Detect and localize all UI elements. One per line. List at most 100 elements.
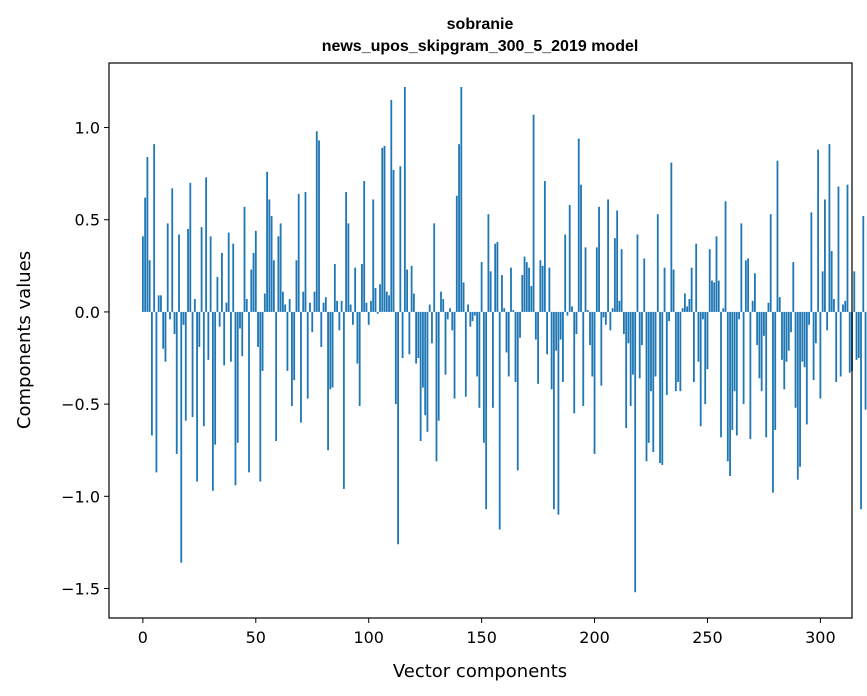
bar	[613, 238, 616, 312]
bar	[693, 311, 695, 382]
bar	[530, 286, 533, 312]
bar	[571, 306, 573, 312]
bar	[399, 166, 402, 312]
bar	[550, 311, 553, 390]
bar	[431, 311, 433, 344]
bar	[331, 311, 334, 388]
bar	[753, 273, 756, 312]
bar	[496, 241, 499, 312]
bar	[853, 271, 856, 312]
x-axis-label: Vector components	[393, 661, 567, 682]
bar	[776, 160, 779, 312]
bar	[394, 311, 397, 405]
bar	[166, 223, 169, 312]
bar	[180, 311, 183, 563]
bar	[157, 295, 160, 312]
bar	[607, 199, 609, 312]
bar	[564, 234, 567, 312]
bar	[503, 308, 506, 312]
bar	[288, 299, 291, 312]
bar	[645, 311, 648, 462]
bar	[627, 311, 630, 344]
bar	[528, 267, 530, 312]
bar	[787, 311, 790, 351]
bar	[729, 311, 731, 477]
bar	[625, 311, 628, 429]
bar	[171, 188, 174, 312]
bar	[259, 311, 262, 482]
bar	[763, 311, 765, 336]
bar	[191, 311, 194, 418]
bar	[230, 311, 232, 362]
bar	[313, 291, 316, 312]
bar	[604, 311, 607, 325]
bar	[352, 311, 354, 325]
bar	[636, 234, 639, 312]
bar	[370, 300, 372, 312]
bar	[329, 311, 332, 390]
bar	[196, 311, 198, 482]
bar	[300, 311, 302, 423]
bar	[717, 280, 720, 312]
bar	[586, 310, 589, 312]
bar	[361, 263, 363, 312]
bar	[449, 308, 451, 312]
bar	[494, 243, 497, 312]
bar	[767, 302, 770, 312]
bar	[819, 311, 822, 399]
bar	[672, 269, 675, 312]
x-tick-label: 250	[692, 628, 723, 647]
bar	[469, 311, 472, 327]
y-tick-label: 0.5	[75, 211, 100, 230]
bar	[699, 311, 702, 427]
bar	[812, 311, 815, 381]
bar	[467, 304, 469, 312]
bar	[451, 311, 454, 331]
bar	[548, 267, 551, 312]
bar	[239, 311, 241, 329]
bar	[164, 311, 167, 362]
bar	[751, 300, 754, 312]
bar	[557, 311, 560, 515]
bar	[611, 308, 614, 312]
bar	[686, 306, 689, 312]
bar	[720, 311, 722, 438]
bar	[740, 223, 743, 312]
bar	[245, 299, 248, 312]
x-tick-label: 0	[138, 628, 148, 647]
x-tick-label: 150	[466, 628, 497, 647]
bar	[254, 230, 257, 312]
bar	[702, 311, 704, 320]
bar	[435, 311, 438, 462]
bar	[462, 282, 465, 312]
bar	[162, 311, 165, 349]
bar	[193, 299, 196, 312]
bar	[774, 311, 777, 430]
bar	[519, 311, 521, 338]
x-axis-ticks: 0 50 100 150 200 250 300	[138, 618, 836, 647]
bar	[846, 184, 849, 312]
bar	[862, 216, 865, 312]
bar	[568, 204, 571, 312]
bar	[546, 311, 549, 355]
bar	[455, 195, 458, 312]
bar	[492, 311, 494, 408]
bar	[218, 311, 221, 327]
bar	[641, 311, 643, 346]
bar	[573, 311, 576, 414]
bar	[591, 311, 594, 377]
bar	[383, 145, 386, 312]
x-tick-label: 50	[246, 628, 266, 647]
bar	[805, 311, 808, 425]
bar	[679, 311, 682, 392]
bar	[726, 311, 729, 462]
bar	[778, 297, 781, 312]
bar	[781, 311, 783, 360]
bar	[661, 311, 664, 465]
bar	[440, 291, 442, 312]
bar	[141, 236, 144, 312]
bar	[595, 247, 598, 312]
bar	[756, 311, 759, 346]
bar	[681, 308, 684, 312]
